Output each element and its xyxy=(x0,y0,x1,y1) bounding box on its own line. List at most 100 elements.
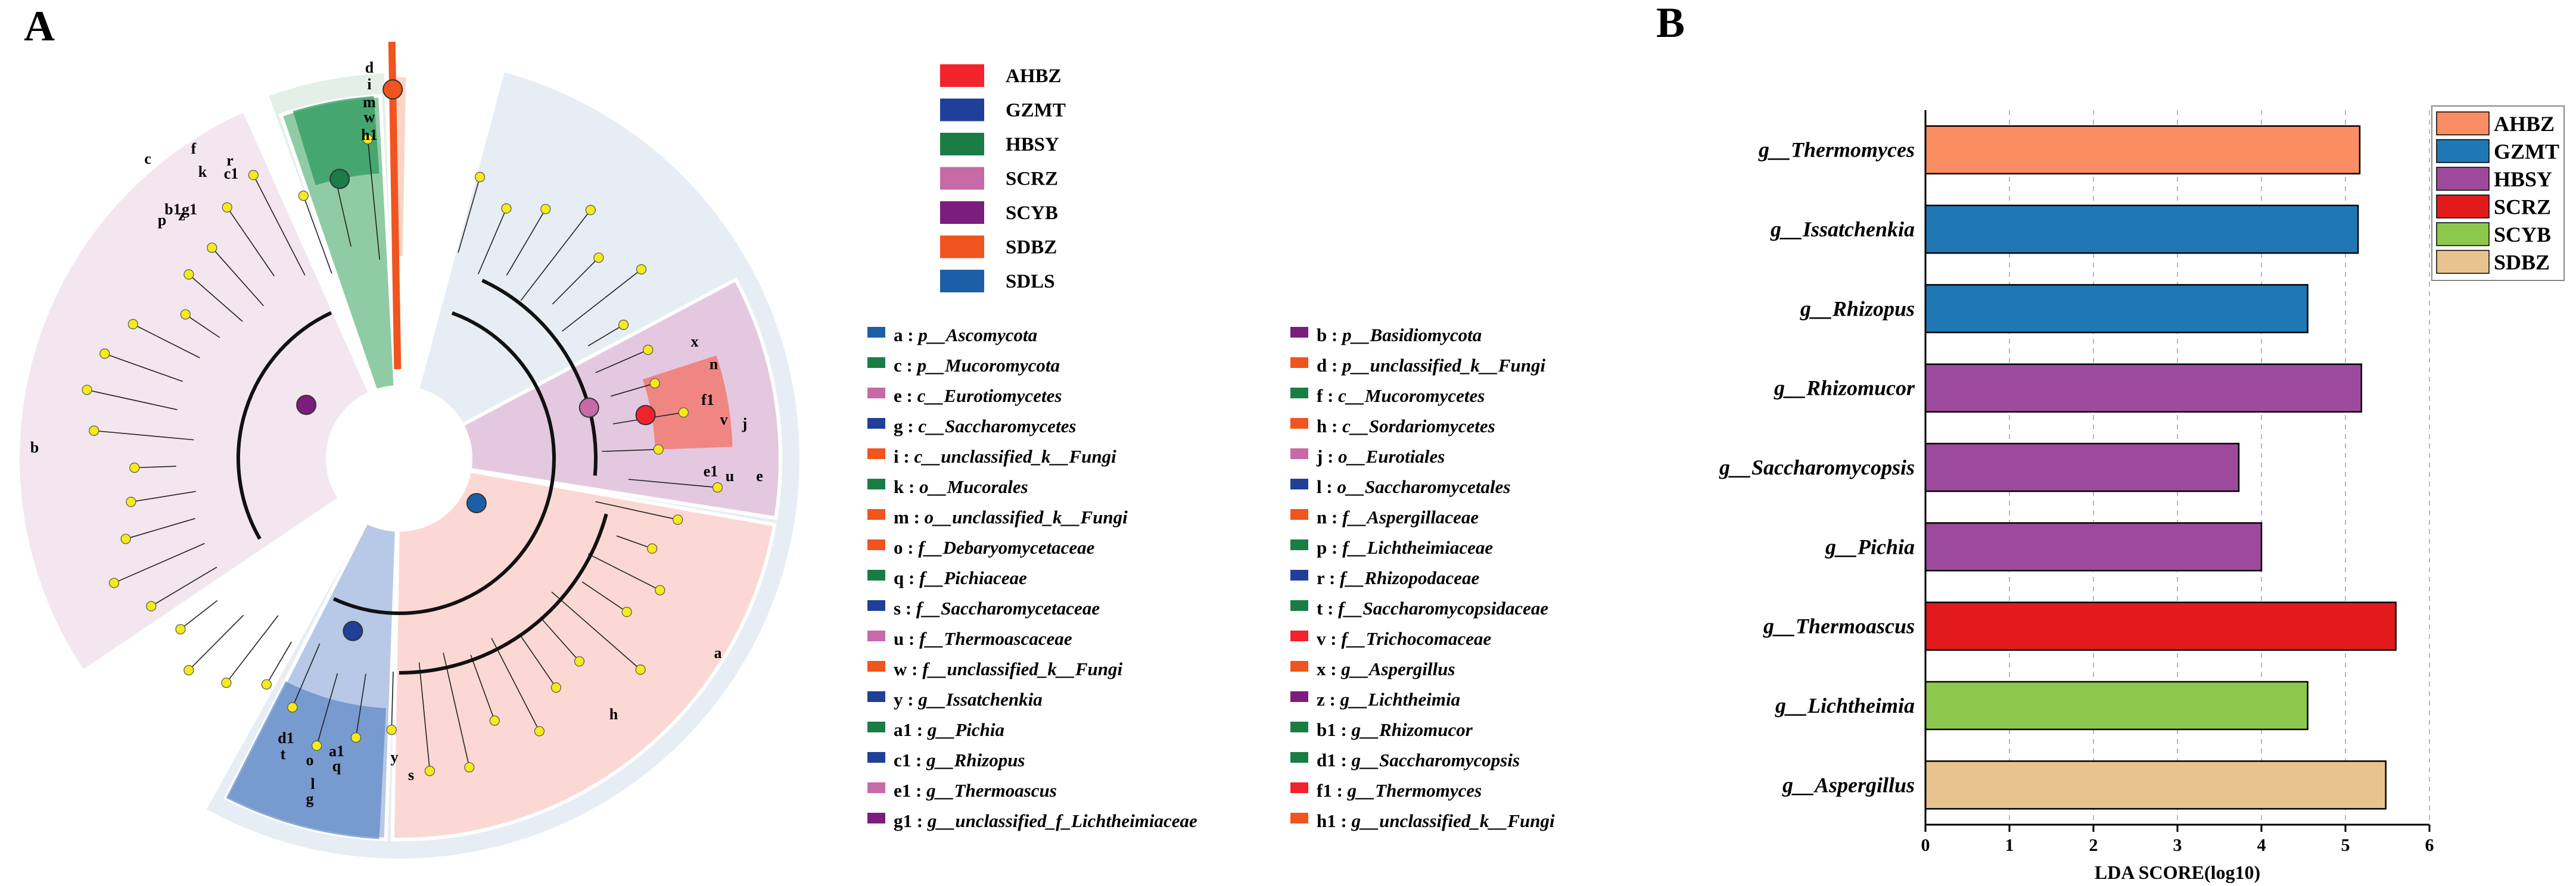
taxon-key: s xyxy=(894,598,901,619)
taxon-entry: e1 : g__Thermoascus xyxy=(894,780,1057,801)
branch xyxy=(266,641,293,685)
sector-letter: c xyxy=(144,150,151,167)
taxon-entry: p : f__Lichtheimiaceae xyxy=(1317,537,1493,558)
branch xyxy=(506,208,546,276)
sector-lichtheimiaceae xyxy=(293,96,379,185)
leaf-node xyxy=(673,514,683,525)
branch xyxy=(470,654,495,721)
sector-letter: s xyxy=(408,766,414,784)
legend-swatch-SCRZ xyxy=(2436,194,2490,219)
x-tick-label: 0 xyxy=(1921,835,1930,855)
group-node xyxy=(329,169,350,189)
taxon-key: j xyxy=(1316,446,1323,467)
category-label: g__Saccharomycopsis xyxy=(1719,456,1915,479)
taxon-entry: y : g__Issatchenkia xyxy=(894,689,1043,710)
group-node xyxy=(578,397,599,418)
branch xyxy=(595,501,678,520)
lda-category-labels: g__Thermomyces g__Issatchenkia g__Rhizopus… xyxy=(1719,138,1915,797)
taxon-label: p__unclassified_k__Fungi xyxy=(1340,355,1545,376)
taxon-label: p__Ascomycota xyxy=(916,325,1037,345)
clade-arc xyxy=(237,311,332,540)
taxon-label: p__Basidiomycota xyxy=(1340,325,1482,345)
group-swatch-HBSY xyxy=(940,133,984,155)
taxon-label: g__unclassified_k__Fungi xyxy=(1351,810,1555,831)
taxon-key: b xyxy=(1317,325,1327,345)
leaf-node xyxy=(180,309,191,320)
sector-letter: i xyxy=(367,76,371,93)
leaf-node xyxy=(350,732,362,743)
bar-g__Lichtheimia xyxy=(1924,681,2309,731)
leaf-node xyxy=(534,726,545,737)
sector-letter: n xyxy=(710,355,718,373)
taxon-key: d xyxy=(1317,355,1327,376)
taxon-key: z xyxy=(1317,689,1325,710)
sector-letter: w xyxy=(364,108,375,126)
panel-label-a: A xyxy=(24,2,55,50)
branch xyxy=(443,653,470,768)
taxon-swatch xyxy=(867,570,885,581)
branch xyxy=(458,177,481,253)
taxon-key: h1 xyxy=(1317,810,1336,831)
leaf-node xyxy=(655,585,665,595)
taxon-swatch xyxy=(1290,327,1308,338)
x-axis-title: LDA SCORE(log10) xyxy=(2095,862,2260,883)
taxon-key: n xyxy=(1317,507,1327,528)
branch xyxy=(188,614,244,671)
cladogram: a b c d e f g h i j k l m n o p q r s t u v w x y z a1 b1 c1 d1 e1 f1 g1… xyxy=(16,42,803,862)
taxon-key: c1 xyxy=(894,750,911,770)
sector-letter: p xyxy=(158,211,166,229)
leaf-node xyxy=(89,425,99,436)
leaf-node xyxy=(362,134,374,145)
sector-letter: r xyxy=(226,152,234,169)
taxon-key: o xyxy=(894,537,903,558)
taxon-key: e1 xyxy=(894,780,911,801)
taxon-swatch xyxy=(867,782,885,793)
leaf-node xyxy=(99,348,110,359)
taxon-swatch xyxy=(1290,631,1308,641)
branch xyxy=(587,553,661,591)
leaf-node xyxy=(248,170,259,180)
leaf-node xyxy=(643,344,654,355)
branch xyxy=(628,479,718,488)
leaf-node xyxy=(146,601,157,612)
lda-x-ticks: 0 1 2 3 4 5 6 xyxy=(1921,825,2434,855)
cladogram-group-legend: AHBZ GZMT HBSY SCRZ SCYB SDBZ SDLS xyxy=(940,64,1066,292)
taxon-label: o__Eurotiales xyxy=(1338,446,1445,467)
legend-swatch-AHBZ xyxy=(2436,111,2490,136)
sector-letter: j xyxy=(742,415,748,432)
taxon-entry: g : c__Saccharomycetes xyxy=(894,416,1076,436)
sector-letter: u xyxy=(726,467,734,485)
group-swatch-SDBZ xyxy=(940,235,984,258)
branch xyxy=(114,542,205,584)
sector-letter: e1 xyxy=(704,463,718,480)
cladogram-center xyxy=(340,399,459,518)
taxon-entry: d : p__unclassified_k__Fungi xyxy=(1317,355,1546,376)
taxon-key: x xyxy=(1317,659,1326,679)
taxon-label: c__unclassified_k__Fungi xyxy=(914,446,1116,467)
taxon-label: f__Thermoascaceae xyxy=(919,628,1072,649)
sector-basidiomycota xyxy=(16,108,373,675)
sector-letter: d xyxy=(365,59,374,76)
bar-g__Rhizopus xyxy=(1924,284,2309,333)
group-node xyxy=(343,620,363,641)
taxon-entry: x : g__Aspergillus xyxy=(1317,659,1455,679)
legend-label: AHBZ xyxy=(2494,112,2555,136)
taxon-key: a1 xyxy=(894,719,912,740)
taxon-swatch xyxy=(1290,752,1308,763)
taxon-key: g1 xyxy=(894,810,912,831)
leaf-node xyxy=(287,702,298,713)
taxon-swatch xyxy=(867,752,885,763)
sector-letter: t xyxy=(281,745,286,763)
taxon-key: f1 xyxy=(1317,780,1332,801)
taxon-entry: a1 : g__Pichia xyxy=(894,719,1004,740)
taxon-label: o__unclassified_k__Fungi xyxy=(925,507,1128,528)
sector-letter: m xyxy=(363,93,376,111)
taxon-label: g__Rhizomucor xyxy=(1351,719,1473,740)
lda-bars xyxy=(1924,125,2397,810)
group-node xyxy=(635,405,656,426)
sector-letter: d1 xyxy=(278,729,294,747)
taxon-label: g__Rhizopus xyxy=(926,750,1025,770)
category-label: g__Thermoascus xyxy=(1763,614,1915,638)
taxon-entry: v : f__Trichocomaceae xyxy=(1317,628,1492,649)
taxon-swatch xyxy=(1290,691,1308,702)
